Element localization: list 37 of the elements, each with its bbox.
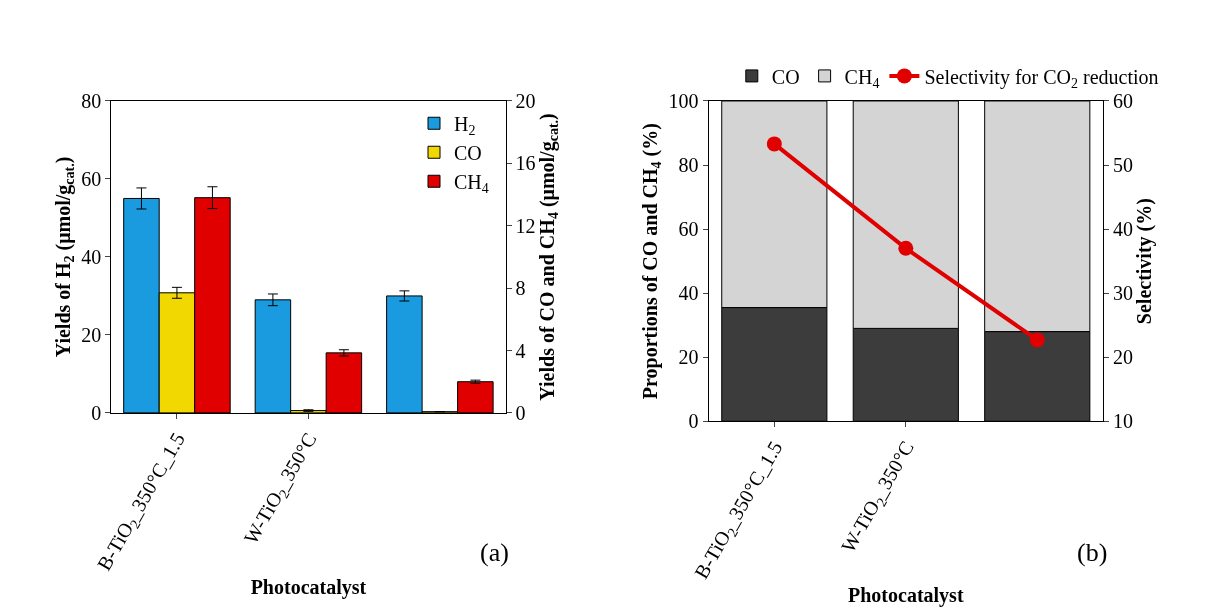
y2-tick-label: 60 [1113,89,1133,112]
y2-tick-label: 50 [1113,154,1133,177]
y-tick-label: 20 [81,323,102,346]
y-tick-label: 0 [91,401,102,424]
y2-tick-label: 12 [515,214,536,237]
y2-tick-label: 40 [1113,218,1133,241]
y-tick-label: 60 [678,218,699,241]
y-tick-label: 80 [678,154,699,177]
point [766,136,782,152]
legend-label: CH$_{4}$ [454,171,489,197]
x-axis-title: Photocatalyst [848,584,964,608]
legend-label: CH$_{4}$ [844,65,880,91]
legend-label: CO [771,65,800,88]
y2-tick-label: 10 [1113,410,1133,433]
y-tick-label: 20 [678,346,699,369]
y2-tick-label: 16 [515,152,536,175]
legend-label: H$_{2}$ [454,113,476,139]
legend-label: CO [454,142,482,165]
y2-tick-label: 8 [515,277,526,300]
y-tick-label: 60 [81,167,102,190]
y-tick-label: 40 [81,245,102,268]
y2-tick-label: 0 [515,401,526,424]
y-tick-label: 40 [678,282,699,305]
y-tick-label: 100 [668,89,699,112]
y2-tick-label: 4 [515,339,526,362]
legend-label: Selectivity for CO$_{2}$ reduction [924,65,1159,91]
text: (b) [1077,538,1108,567]
y2-tick-label: 30 [1113,282,1133,305]
point [1029,332,1045,348]
y2-tick-label: 20 [1113,346,1133,369]
y-tick-label: 80 [81,89,102,112]
x-axis-title: Photocatalyst [250,576,367,600]
text: (a) [480,538,509,567]
point [898,240,914,256]
y2-axis-title: Selectivity (%) [1133,198,1157,325]
y2-tick-label: 20 [515,89,536,112]
y-tick-label: 0 [688,410,699,433]
